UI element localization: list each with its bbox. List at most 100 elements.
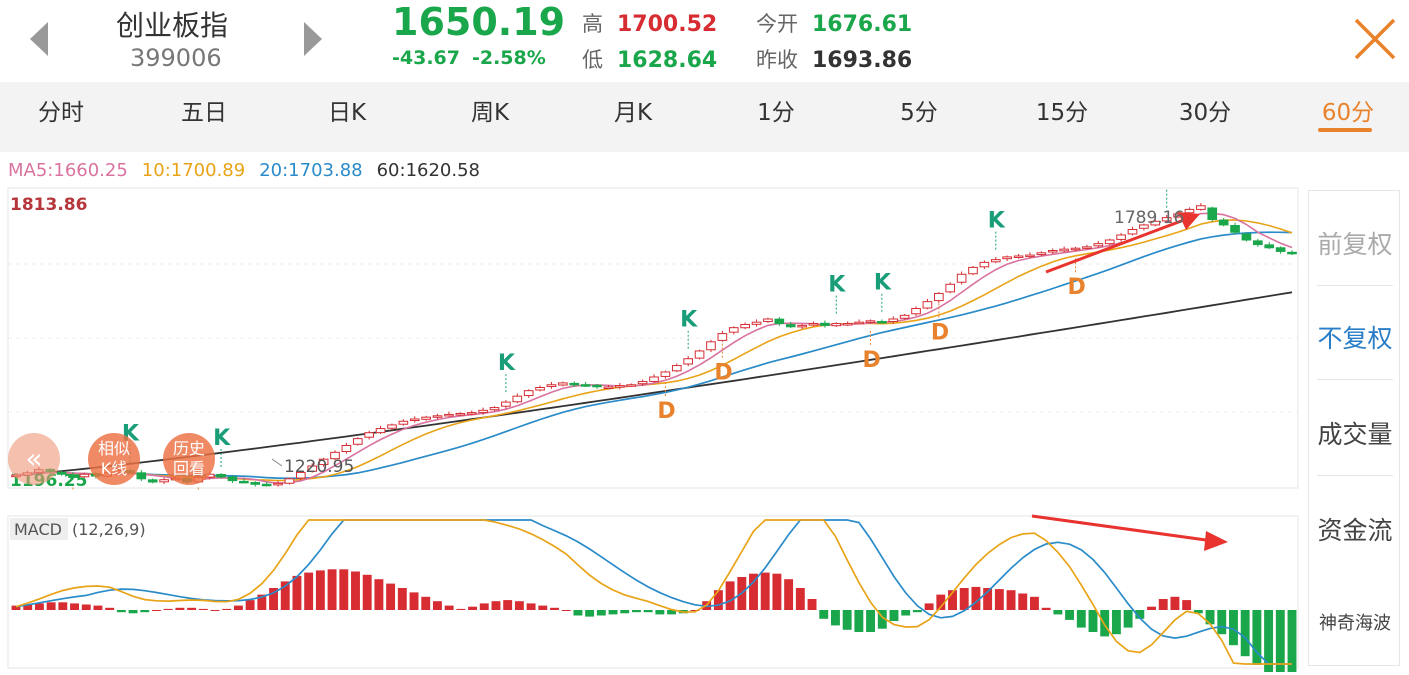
candle-up xyxy=(660,371,671,377)
macd-bar-positive xyxy=(491,601,501,610)
ma5-legend: MA5:1660.25 xyxy=(8,160,128,181)
candle-up xyxy=(979,261,990,268)
tab-weekly-k[interactable]: 周K xyxy=(470,100,510,126)
change-percent: -2.58% xyxy=(471,47,546,69)
macd-bar-positive xyxy=(550,607,559,610)
macd-bar-positive xyxy=(1182,600,1192,610)
candle-up xyxy=(535,386,545,391)
macd-bar-positive xyxy=(292,575,302,610)
candle-up xyxy=(694,350,705,359)
prev-close-label: 昨收 xyxy=(756,48,798,72)
candle-up xyxy=(637,381,648,385)
macd-bar-positive xyxy=(222,608,232,610)
candle-up xyxy=(614,385,625,388)
macd-bar-positive xyxy=(514,601,524,610)
macd-bar-negative xyxy=(655,610,665,615)
candle-up xyxy=(501,401,511,407)
similar-kline-label: 相似 K线 xyxy=(97,439,130,478)
candle-up xyxy=(375,428,386,434)
tab-five-day[interactable]: 五日 xyxy=(181,100,227,126)
similar-kline-button[interactable]: 相似 K线 xyxy=(88,433,140,485)
divergence-arrow-head xyxy=(1204,531,1228,551)
side-panel: 前复权 不复权 成交量 资金流 神奇海波 xyxy=(1308,190,1400,666)
candle-up xyxy=(387,424,397,429)
macd-bar-negative xyxy=(877,610,887,629)
candle-up xyxy=(398,420,409,425)
fund-flow-button[interactable]: 资金流 xyxy=(1317,516,1393,545)
candle-up xyxy=(842,323,853,326)
ma60-legend: 60:1620.58 xyxy=(376,160,481,181)
tab-5min[interactable]: 5分 xyxy=(900,100,938,126)
candle-down xyxy=(1207,207,1218,220)
ma10-legend: 10:1700.89 xyxy=(141,160,246,181)
macd-bar-negative xyxy=(1229,610,1238,646)
tab-intraday[interactable]: 分时 xyxy=(38,100,84,126)
candle-up xyxy=(933,292,944,302)
stock-code: 399006 xyxy=(130,44,222,72)
macd-bar-negative xyxy=(1217,610,1227,635)
candle-up xyxy=(1070,247,1081,251)
macd-bar-positive xyxy=(936,594,946,610)
candle-down xyxy=(877,321,887,324)
macd-bar-positive xyxy=(327,569,337,610)
candle-up xyxy=(558,382,568,386)
macd-bar-negative xyxy=(596,610,606,616)
macd-bar-negative xyxy=(1065,610,1075,620)
high-label: 高 xyxy=(582,12,603,36)
candle-up xyxy=(865,320,876,323)
macd-chart[interactable]: MACD (12,26,9) xyxy=(0,512,1300,672)
macd-label: MACD xyxy=(14,520,62,539)
macd-bar-negative xyxy=(889,610,899,621)
candle-up xyxy=(763,318,773,323)
macd-bar-positive xyxy=(187,607,197,610)
candle-up xyxy=(284,478,295,484)
macd-bar-negative xyxy=(912,610,922,613)
tab-1min[interactable]: 1分 xyxy=(757,100,795,126)
candle-up xyxy=(523,390,534,397)
tab-monthly-k[interactable]: 月K xyxy=(613,100,653,126)
tab-daily-k[interactable]: 日K xyxy=(327,100,367,126)
no-adjust-button[interactable]: 不复权 xyxy=(1317,324,1393,353)
k-signal-label: K xyxy=(680,308,698,333)
volume-button[interactable]: 成交量 xyxy=(1317,420,1393,449)
macd-bar-positive xyxy=(152,610,161,611)
candle-up xyxy=(808,323,819,326)
next-stock-arrow-icon[interactable] xyxy=(304,22,322,56)
macd-bar-negative xyxy=(901,610,911,616)
macd-bar-positive xyxy=(795,588,805,610)
tab-60min[interactable]: 60分 xyxy=(1321,100,1375,126)
candle-up xyxy=(706,341,716,351)
macd-bar-positive xyxy=(468,606,477,610)
history-review-button[interactable]: 历史 回看 xyxy=(163,433,215,485)
macd-bar-positive xyxy=(503,600,513,610)
kline-chart[interactable]: 1813.86 1196.25 KKKKKKKKDDDDDDDD 1789.16… xyxy=(0,186,1300,490)
high-value: 1700.52 xyxy=(617,12,718,37)
macd-bar-positive xyxy=(386,583,396,610)
macd-params: (12,26,9) xyxy=(72,520,146,539)
macd-bar-positive xyxy=(713,590,723,610)
candle-down xyxy=(1252,240,1263,246)
macd-bar-positive xyxy=(948,590,957,610)
forward-adjust-button[interactable]: 前复权 xyxy=(1317,230,1393,259)
magic-wave-button[interactable]: 神奇海波 xyxy=(1319,613,1391,634)
macd-bar-positive xyxy=(34,603,44,610)
macd-bar-negative xyxy=(1240,610,1250,657)
candle-up xyxy=(341,444,352,452)
candle-up xyxy=(444,413,454,417)
candle-up xyxy=(409,418,420,421)
candle-down xyxy=(774,318,785,325)
divider xyxy=(1317,379,1393,380)
prev-stock-arrow-icon[interactable] xyxy=(30,22,48,56)
macd-bar-negative xyxy=(1088,610,1098,632)
candle-up xyxy=(740,323,750,329)
candle-down xyxy=(1241,233,1252,241)
macd-bar-negative xyxy=(631,610,641,613)
back-icon[interactable]: « xyxy=(8,433,60,485)
tab-30min[interactable]: 30分 xyxy=(1178,100,1232,126)
tab-15min[interactable]: 15分 xyxy=(1035,100,1089,126)
macd-bar-positive xyxy=(315,570,325,610)
candle-down xyxy=(592,384,602,388)
macd-bar-positive xyxy=(1006,590,1016,610)
candle-down xyxy=(250,482,261,485)
close-icon[interactable] xyxy=(1352,16,1398,62)
